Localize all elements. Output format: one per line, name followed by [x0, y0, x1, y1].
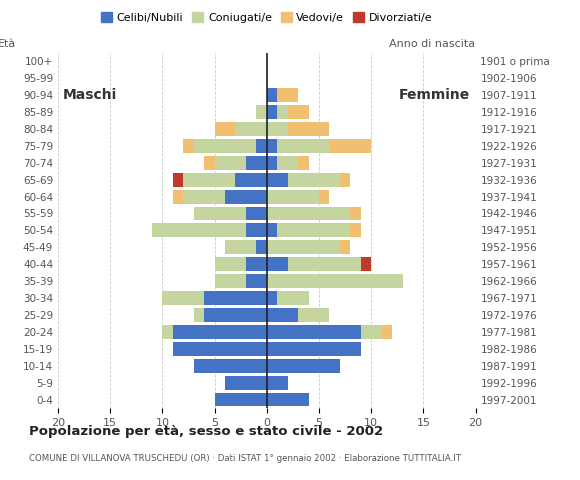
Text: Popolazione per età, sesso e stato civile - 2002: Popolazione per età, sesso e stato civil…: [29, 425, 383, 438]
Bar: [246, 274, 267, 288]
Bar: [256, 240, 267, 254]
Bar: [215, 274, 246, 288]
Text: COMUNE DI VILLANOVA TRUSCHEDU (OR) · Dati ISTAT 1° gennaio 2002 · Elaborazione T: COMUNE DI VILLANOVA TRUSCHEDU (OR) · Dat…: [29, 454, 461, 463]
Bar: [267, 274, 403, 288]
Bar: [173, 190, 183, 204]
Bar: [256, 105, 267, 119]
Bar: [340, 240, 350, 254]
Bar: [267, 105, 277, 119]
Bar: [267, 257, 288, 271]
Bar: [173, 342, 267, 356]
Bar: [267, 308, 298, 322]
Bar: [204, 156, 215, 169]
Bar: [350, 206, 361, 220]
Bar: [235, 173, 267, 187]
Bar: [162, 325, 173, 339]
Bar: [183, 139, 194, 153]
Bar: [225, 376, 267, 390]
Bar: [277, 156, 298, 169]
Bar: [225, 190, 267, 204]
Bar: [288, 257, 361, 271]
Bar: [194, 308, 204, 322]
Text: Femmine: Femmine: [399, 88, 470, 102]
Bar: [173, 325, 267, 339]
Bar: [298, 156, 309, 169]
Bar: [288, 173, 340, 187]
Bar: [183, 173, 235, 187]
Bar: [277, 291, 309, 305]
Bar: [204, 308, 267, 322]
Bar: [152, 224, 246, 237]
Bar: [246, 206, 267, 220]
Bar: [277, 224, 350, 237]
Bar: [267, 190, 319, 204]
Bar: [215, 257, 246, 271]
Text: Maschi: Maschi: [63, 88, 118, 102]
Bar: [267, 156, 277, 169]
Bar: [277, 139, 329, 153]
Bar: [267, 325, 361, 339]
Bar: [267, 139, 277, 153]
Bar: [173, 173, 183, 187]
Bar: [183, 190, 225, 204]
Bar: [267, 291, 277, 305]
Bar: [382, 325, 392, 339]
Bar: [246, 156, 267, 169]
Bar: [288, 105, 309, 119]
Bar: [267, 359, 340, 372]
Bar: [246, 257, 267, 271]
Text: Età: Età: [0, 39, 16, 49]
Bar: [162, 291, 204, 305]
Bar: [267, 376, 288, 390]
Bar: [319, 190, 329, 204]
Bar: [340, 173, 350, 187]
Bar: [256, 139, 267, 153]
Bar: [288, 122, 329, 136]
Bar: [267, 240, 340, 254]
Bar: [215, 156, 246, 169]
Bar: [215, 122, 235, 136]
Bar: [350, 224, 361, 237]
Bar: [267, 206, 350, 220]
Bar: [194, 206, 246, 220]
Bar: [267, 173, 288, 187]
Bar: [267, 224, 277, 237]
Bar: [329, 139, 371, 153]
Text: Anno di nascita: Anno di nascita: [390, 39, 476, 49]
Bar: [277, 105, 288, 119]
Bar: [267, 393, 309, 407]
Bar: [235, 122, 267, 136]
Bar: [215, 393, 267, 407]
Bar: [204, 291, 267, 305]
Bar: [298, 308, 329, 322]
Bar: [267, 88, 277, 102]
Bar: [277, 88, 298, 102]
Bar: [246, 224, 267, 237]
Bar: [194, 139, 256, 153]
Bar: [361, 257, 371, 271]
Bar: [361, 325, 382, 339]
Bar: [267, 342, 361, 356]
Bar: [194, 359, 267, 372]
Bar: [267, 122, 288, 136]
Legend: Celibi/Nubili, Coniugati/e, Vedovi/e, Divorziati/e: Celibi/Nubili, Coniugati/e, Vedovi/e, Di…: [97, 8, 437, 27]
Bar: [225, 240, 256, 254]
